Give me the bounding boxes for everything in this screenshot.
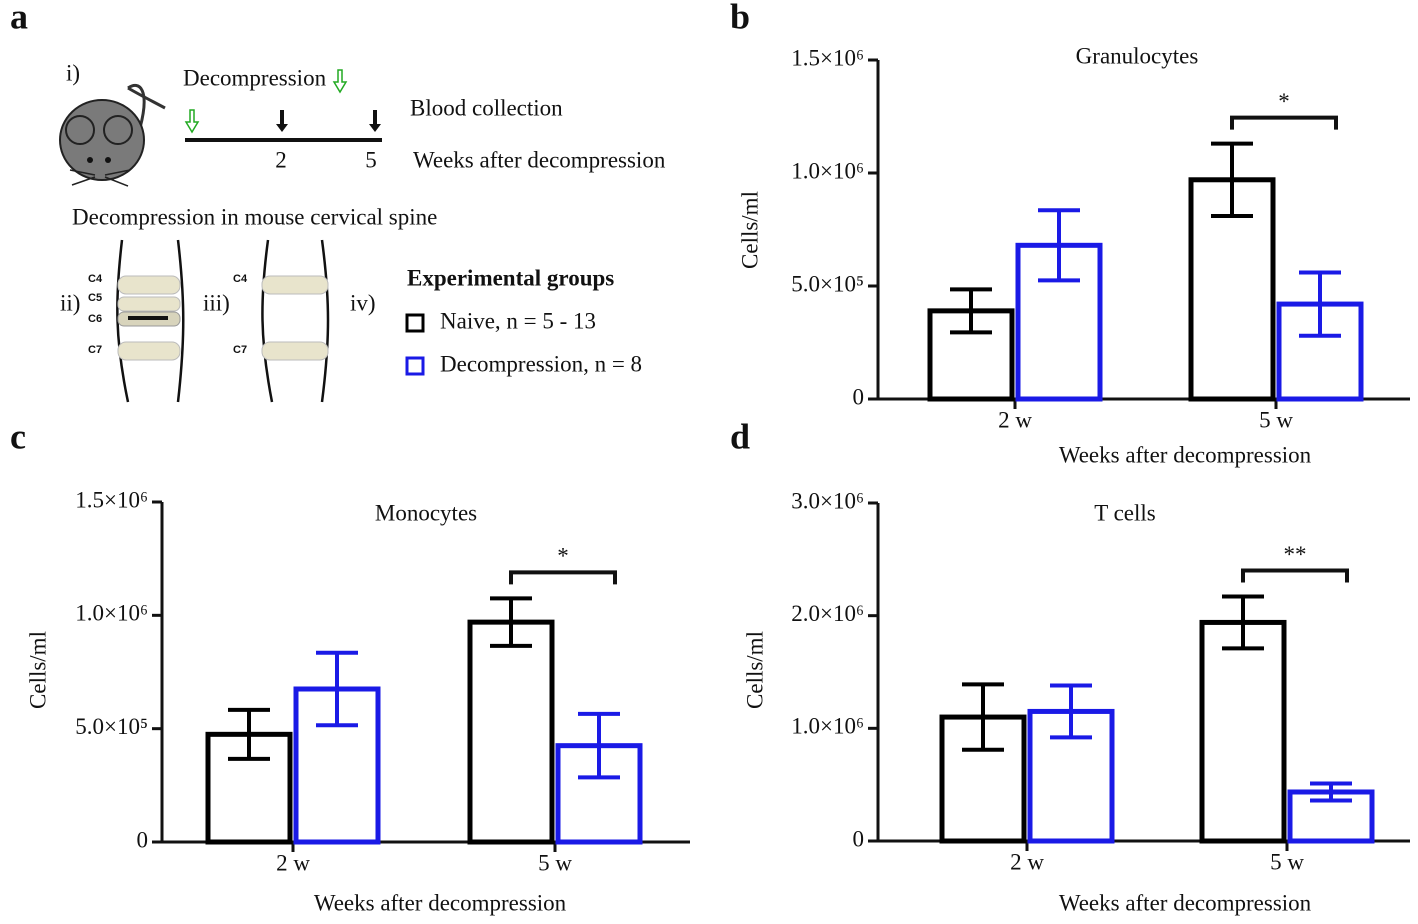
mouse-eye	[87, 157, 93, 163]
green-arrow	[184, 109, 200, 134]
error-bar	[1222, 594, 1264, 651]
chart-title: Monocytes	[375, 500, 477, 525]
error-bar	[1211, 141, 1253, 218]
spine-label: ii)	[60, 290, 80, 315]
panel-label: c	[10, 416, 26, 456]
y-tick-label: 1.0×10⁶	[791, 714, 864, 739]
vertebra-label: C4	[88, 273, 103, 285]
spine-title: Decompression in mouse cervical spine	[72, 204, 437, 229]
mouse-ear	[65, 115, 95, 145]
y-axis-title: Cells/ml	[25, 631, 50, 709]
bar	[1199, 619, 1287, 844]
spine-label: iv)	[350, 290, 376, 315]
significance-label: *	[1278, 89, 1290, 114]
y-tick-label: 1.0×10⁶	[75, 601, 148, 626]
x-tick-label: 2 w	[1010, 849, 1044, 874]
timeline-label: Weeks after decompression	[413, 147, 666, 172]
y-tick-label: 5.0×10⁵	[75, 714, 148, 739]
vertebra	[261, 341, 329, 361]
x-tick-label: 5 w	[1270, 849, 1304, 874]
error-bar	[1050, 683, 1092, 740]
week-tick: 2	[275, 147, 287, 172]
y-tick-label: 1.5×10⁶	[791, 45, 864, 70]
mouse-tail	[127, 83, 146, 129]
error-bar	[950, 287, 992, 335]
spine-outline	[261, 239, 330, 403]
vertebra-label: C7	[233, 344, 247, 356]
y-tick-label: 0	[137, 827, 149, 852]
y-axis-title: Cells/ml	[737, 191, 762, 269]
mouse-eye	[105, 157, 111, 163]
error-bar	[316, 650, 358, 728]
vertebra	[117, 296, 181, 312]
x-tick-label: 2 w	[276, 850, 310, 875]
legend-label: Decompression, n = 8	[440, 351, 642, 376]
x-tick-label: 2 w	[998, 407, 1032, 432]
vertebra-label: C4	[233, 273, 248, 285]
panel-label: b	[730, 0, 750, 36]
mouse-ear	[103, 115, 133, 145]
week-tick: 5	[365, 147, 377, 172]
mouse-tail	[127, 86, 166, 110]
y-tick-label: 5.0×10⁵	[791, 271, 864, 296]
error-bar	[1310, 781, 1352, 803]
error-bar	[1038, 208, 1080, 283]
y-tick-label: 0	[853, 384, 865, 409]
green-arrow	[332, 69, 348, 94]
vertebra	[117, 275, 181, 295]
y-tick-label: 1.0×10⁶	[791, 158, 864, 183]
significance-label: **	[1284, 542, 1307, 567]
panel-label: d	[730, 416, 750, 456]
x-tick-label: 5 w	[1259, 407, 1293, 432]
x-tick-label: 5 w	[538, 850, 572, 875]
x-axis-title: Weeks after decompression	[1059, 442, 1312, 467]
y-tick-label: 3.0×10⁶	[791, 488, 864, 513]
black-arrow	[276, 110, 288, 132]
legend-label: Naive, n = 5 - 13	[440, 308, 596, 333]
significance-label: *	[557, 544, 569, 569]
error-bar	[578, 711, 620, 780]
y-tick-label: 2.0×10⁶	[791, 601, 864, 626]
x-axis-title: Weeks after decompression	[314, 890, 567, 915]
blood-collection-label: Blood collection	[410, 95, 563, 120]
x-axis-title: Weeks after decompression	[1059, 890, 1312, 915]
y-tick-label: 1.5×10⁶	[75, 487, 148, 512]
error-bar	[228, 707, 270, 761]
legend-swatch	[405, 356, 425, 376]
y-axis-title: Cells/ml	[742, 631, 767, 709]
step-label: i)	[66, 60, 80, 85]
significance-bracket	[509, 570, 617, 585]
vertebra	[261, 275, 329, 295]
black-arrow	[369, 110, 381, 132]
legend-swatch	[405, 313, 425, 333]
vertebra	[117, 341, 181, 361]
panel-a: a i) Decompression Blood collection 2 5 …	[10, 0, 666, 403]
chart-title: T cells	[1094, 500, 1156, 525]
panel-label: a	[10, 0, 28, 36]
significance-bracket	[1230, 115, 1338, 130]
mouse-whiskers	[69, 169, 131, 187]
y-tick-label: 0	[853, 826, 865, 851]
legend-title: Experimental groups	[407, 265, 614, 290]
decompression-label: Decompression	[183, 65, 327, 90]
bar	[467, 619, 555, 845]
error-bar	[490, 596, 532, 648]
vertebra-label: C5	[88, 292, 102, 304]
vertebra-label: C7	[88, 344, 102, 356]
vertebra-label: C6	[88, 313, 102, 325]
chart-title: Granulocytes	[1076, 43, 1199, 68]
error-bar	[1299, 270, 1341, 338]
significance-bracket	[1241, 568, 1349, 583]
error-bar	[962, 682, 1004, 752]
spine-label: iii)	[203, 290, 230, 315]
